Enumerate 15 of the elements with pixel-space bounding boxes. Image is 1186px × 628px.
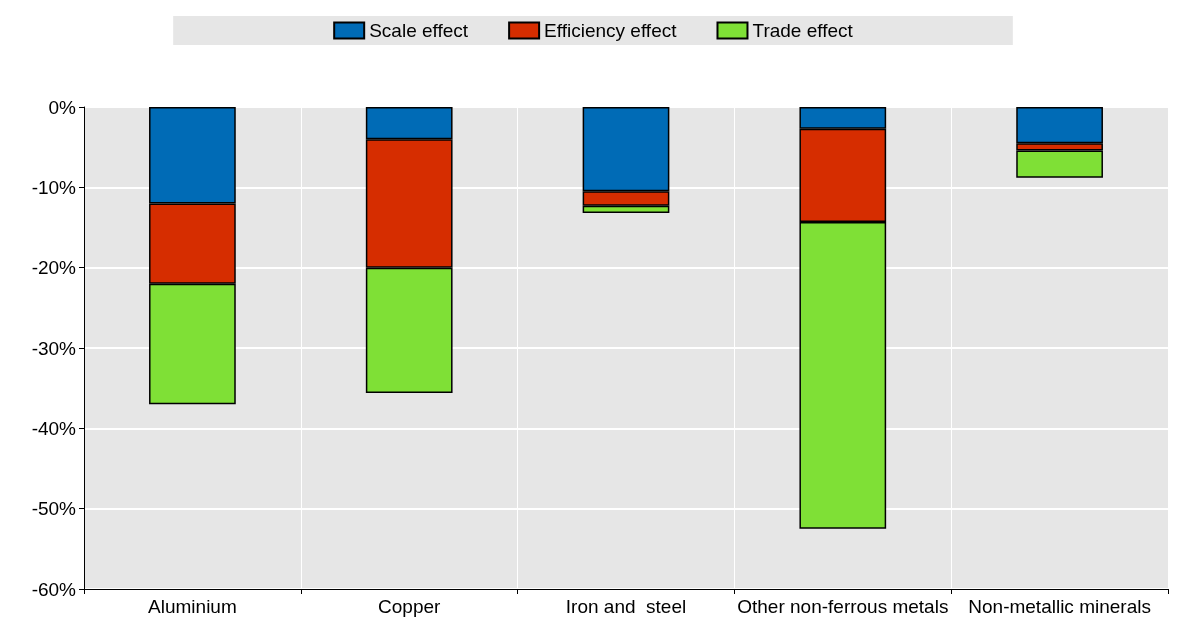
- y-tick-label: -30%: [31, 337, 77, 359]
- x-tick-label: Copper: [378, 596, 442, 617]
- y-tick-label: -60%: [31, 578, 77, 600]
- y-tick-label: -50%: [31, 498, 77, 520]
- x-tick-label: Iron and steel: [565, 596, 687, 617]
- y-tick-label: -40%: [31, 417, 77, 439]
- legend-label: Trade effect: [752, 20, 854, 41]
- y-tick-label: 0%: [48, 96, 77, 118]
- x-tick-label: Aluminium: [148, 596, 237, 617]
- x-tick-label: Other non-ferrous metals: [737, 596, 949, 617]
- y-tick-label: -20%: [31, 257, 77, 279]
- x-tick-label: Non-metallic minerals: [968, 596, 1151, 617]
- legend-label: Efficiency effect: [544, 20, 678, 41]
- legend-label: Scale effect: [369, 20, 469, 41]
- y-tick-label: -10%: [31, 176, 77, 198]
